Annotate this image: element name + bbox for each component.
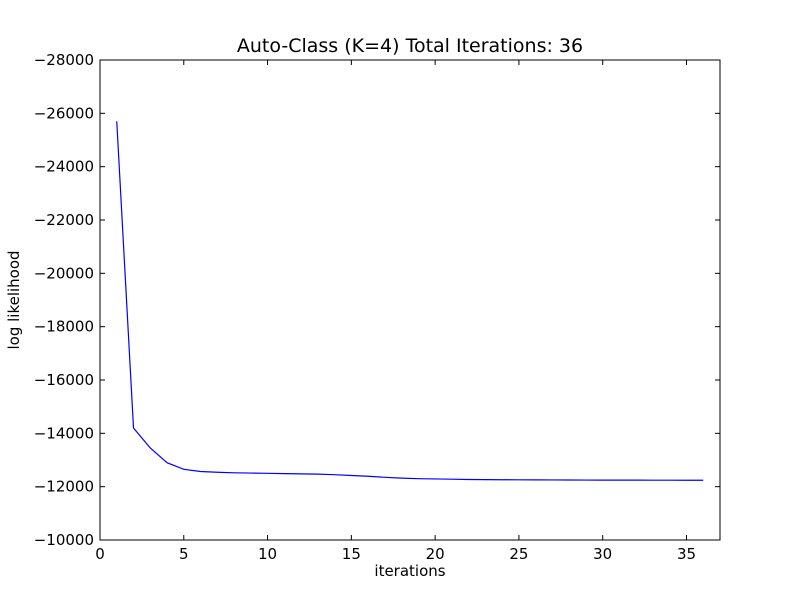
x-tick-label: 15: [342, 545, 361, 563]
x-tick-label: 35: [677, 545, 696, 563]
y-tick-label: −24000: [34, 158, 94, 176]
x-tick-label: 10: [258, 545, 277, 563]
x-axis-label: iterations: [374, 562, 445, 580]
x-tick-label: 0: [95, 545, 105, 563]
y-tick-label: −10000: [34, 531, 94, 549]
x-tick-label: 5: [179, 545, 189, 563]
y-axis-label: log likelihood: [5, 250, 23, 349]
x-tick-label: 30: [593, 545, 612, 563]
x-tick-label: 25: [509, 545, 528, 563]
y-tick-label: −18000: [34, 318, 94, 336]
y-tick-label: −12000: [34, 478, 94, 496]
chart-title: Auto-Class (K=4) Total Iterations: 36: [237, 35, 583, 57]
x-tick-label: 20: [426, 545, 445, 563]
y-tick-label: −14000: [34, 424, 94, 442]
y-tick-label: −16000: [34, 371, 94, 389]
plot-frame: [99, 59, 721, 541]
series-line: [116, 121, 704, 481]
y-tick-label: −28000: [34, 51, 94, 69]
y-tick-label: −26000: [34, 104, 94, 122]
y-tick-label: −20000: [34, 264, 94, 282]
y-tick-label: −22000: [34, 211, 94, 229]
